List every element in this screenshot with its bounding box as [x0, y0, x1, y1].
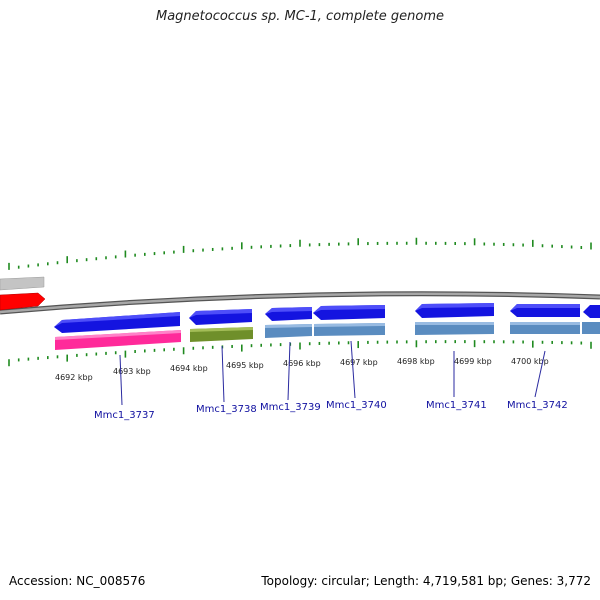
- inner-tick-ruler: [8, 340, 592, 367]
- kbp-label: 4697 kbp: [340, 358, 378, 367]
- gene-row-upper: [54, 303, 600, 333]
- gene-label[interactable]: Mmc1_3740: [326, 400, 387, 411]
- kbp-label: 4694 kbp: [170, 364, 208, 373]
- kbp-label: 4699 kbp: [454, 357, 492, 366]
- outer-tick-ruler: [8, 237, 592, 270]
- accession-text: Accession: NC_008576: [9, 574, 146, 588]
- kbp-label: 4692 kbp: [55, 373, 93, 382]
- kbp-label: 4696 kbp: [283, 359, 321, 368]
- gene-bar-pink[interactable]: [55, 330, 181, 350]
- gene-label[interactable]: Mmc1_3737: [94, 410, 155, 421]
- gene-bar-steel[interactable]: [582, 322, 600, 334]
- kbp-label: 4693 kbp: [113, 367, 151, 376]
- gene-row-lower: [55, 322, 600, 350]
- gene-arrow[interactable]: [583, 305, 600, 318]
- gene-arrow-red[interactable]: [0, 292, 46, 311]
- kbp-label: 4698 kbp: [397, 357, 435, 366]
- kbp-labels: 4692 kbp 4693 kbp 4694 kbp 4695 kbp 4696…: [55, 357, 549, 382]
- kbp-label: 4695 kbp: [226, 361, 264, 370]
- gene-arrow-gray[interactable]: [0, 276, 45, 291]
- kbp-label: 4700 kbp: [511, 357, 549, 366]
- gene-bar-steel[interactable]: [415, 322, 494, 335]
- gene-label[interactable]: Mmc1_3738: [196, 404, 257, 415]
- gene-label[interactable]: Mmc1_3741: [426, 400, 487, 411]
- gene-labels: Mmc1_3737 Mmc1_3738 Mmc1_3739 Mmc1_3740 …: [94, 400, 568, 421]
- genome-summary-text: Topology: circular; Length: 4,719,581 bp…: [261, 574, 591, 588]
- gene-leader-lines: [119, 340, 546, 406]
- map-title: Magnetococcus sp. MC-1, complete genome: [155, 9, 445, 24]
- gene-label[interactable]: Mmc1_3742: [507, 400, 568, 411]
- gene-label[interactable]: Mmc1_3739: [260, 402, 321, 413]
